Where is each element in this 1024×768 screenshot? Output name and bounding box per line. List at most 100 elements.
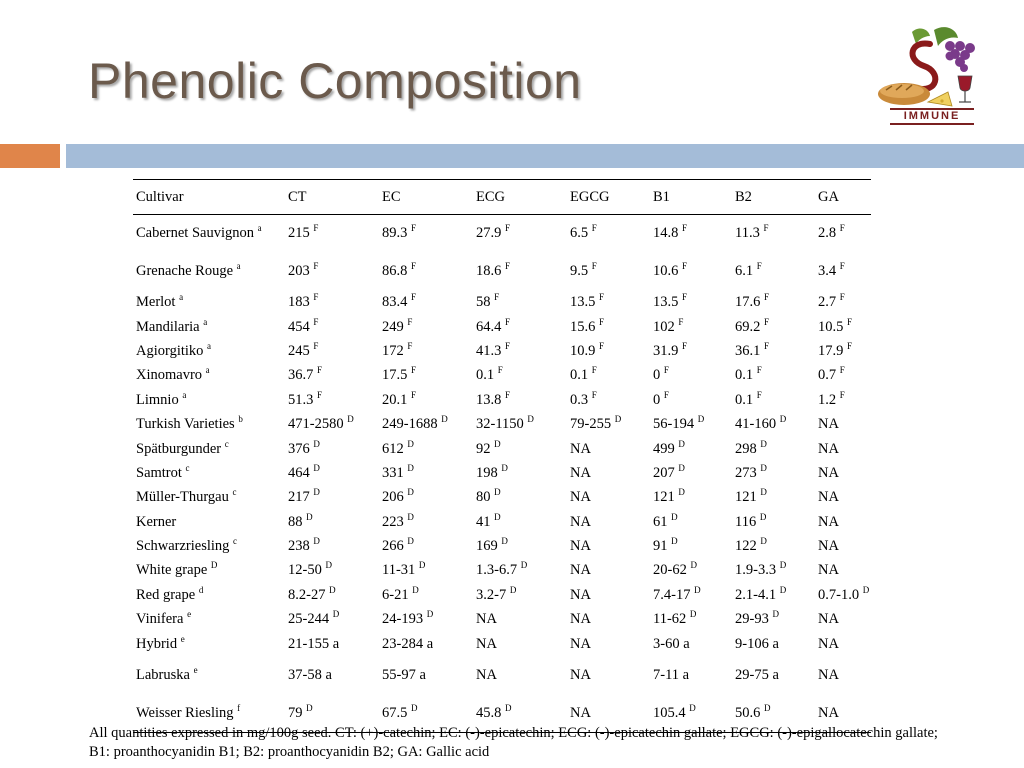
cell-value: Agiorgitiko bbox=[136, 342, 208, 359]
value-cell: NA bbox=[567, 656, 650, 694]
cell-value: NA bbox=[818, 562, 839, 579]
phenolic-composition-table: Cultivar CT EC ECG EGCG B1 B2 GA Cabernet Sauvi… bbox=[133, 179, 871, 733]
phenolic-table-container: Cultivar CT EC ECG EGCG B1 B2 GA Cabernet Sauvi… bbox=[133, 179, 871, 733]
table-row: Müller-Thurgau c 217 D 206 D 80 D NA 121 D 121… bbox=[133, 486, 871, 510]
value-cell: NA bbox=[815, 656, 871, 694]
value-cell: 10.5 F bbox=[815, 315, 871, 339]
table-row: Grenache Rouge a 203 F 86.8 F 18.6 F 9.5 F 10… bbox=[133, 253, 871, 291]
value-cell: 18.6 F bbox=[473, 253, 567, 291]
cell-value: 80 bbox=[476, 489, 495, 506]
cell-superscript: D bbox=[671, 511, 678, 522]
cell-superscript: D bbox=[520, 560, 528, 571]
value-cell: 83.4 F bbox=[379, 291, 473, 315]
cell-value: 102 bbox=[653, 318, 679, 335]
value-cell: NA bbox=[815, 559, 871, 583]
cell-value: 376 bbox=[288, 440, 314, 457]
table-row: Kerner 88 D 223 D 41 D NA 61 D 116 D NA bbox=[133, 510, 871, 534]
value-cell: 1.2 F bbox=[815, 388, 871, 412]
cultivar-cell: Spätburgunder c bbox=[133, 437, 285, 461]
cell-value: 29-75 a bbox=[735, 666, 779, 683]
cell-value: 0.1 bbox=[476, 367, 498, 384]
value-cell: 612 D bbox=[379, 437, 473, 461]
cell-value: 88 bbox=[288, 513, 307, 530]
value-cell: 0.1 F bbox=[732, 388, 815, 412]
cultivar-cell: Weisser Riesling f bbox=[133, 694, 285, 732]
value-cell: 31.9 F bbox=[650, 339, 732, 363]
cell-superscript: F bbox=[313, 341, 319, 352]
value-cell: NA bbox=[473, 656, 567, 694]
value-cell: 80 D bbox=[473, 486, 567, 510]
cell-superscript: D bbox=[779, 585, 787, 596]
cell-superscript: D bbox=[325, 560, 332, 571]
cell-value: 499 bbox=[653, 440, 679, 457]
value-cell: 29-93 D bbox=[732, 608, 815, 632]
cell-superscript: F bbox=[591, 365, 597, 376]
accent-bar-orange bbox=[0, 144, 60, 168]
cell-value: 51.3 bbox=[288, 391, 317, 408]
cell-superscript: D bbox=[614, 414, 622, 425]
cell-value: NA bbox=[570, 635, 591, 652]
cultivar-cell: Samtrot c bbox=[133, 461, 285, 485]
cell-value: Schwarzriesling bbox=[136, 538, 234, 555]
value-cell: 79-255 D bbox=[567, 412, 650, 436]
value-cell: 245 F bbox=[285, 339, 379, 363]
cell-value: 1.2 bbox=[818, 391, 840, 408]
cell-value: NA bbox=[818, 489, 839, 506]
cell-value: 0.7-1.0 bbox=[818, 586, 863, 603]
cell-value: 12-50 bbox=[288, 562, 326, 579]
cell-value: 24-193 bbox=[382, 611, 427, 628]
cell-superscript: D bbox=[694, 585, 701, 596]
value-cell: 20-62 D bbox=[650, 559, 732, 583]
column-header-ecg: ECG bbox=[476, 188, 505, 205]
cell-superscript: F bbox=[411, 261, 417, 272]
grape-wine-bread-logo-icon bbox=[878, 27, 975, 107]
cell-superscript: a bbox=[207, 341, 212, 352]
cell-value: 55-97 a bbox=[382, 666, 426, 683]
cell-value: 86.8 bbox=[382, 263, 411, 279]
cell-superscript: e bbox=[187, 609, 192, 620]
cell-superscript: F bbox=[407, 341, 413, 352]
cell-value: Müller-Thurgau bbox=[136, 489, 233, 506]
cell-superscript: D bbox=[678, 487, 685, 498]
cell-superscript: F bbox=[678, 316, 684, 327]
value-cell: 238 D bbox=[285, 534, 379, 558]
value-cell: 69.2 F bbox=[732, 315, 815, 339]
cell-value: 83.4 bbox=[382, 294, 411, 311]
cell-superscript: a bbox=[179, 292, 184, 303]
cell-superscript: c bbox=[233, 536, 238, 547]
cell-superscript: D bbox=[407, 511, 414, 522]
cell-value: 29-93 bbox=[735, 611, 773, 628]
cell-superscript: D bbox=[411, 702, 418, 713]
value-cell: 0.1 F bbox=[473, 364, 567, 388]
cell-superscript: F bbox=[317, 365, 323, 376]
cell-superscript: D bbox=[697, 414, 705, 425]
value-cell: 3.2-7 D bbox=[473, 583, 567, 607]
cell-value: 45.8 bbox=[476, 704, 505, 721]
column-header-b1: B1 bbox=[653, 188, 670, 205]
cell-value: NA bbox=[570, 666, 591, 683]
cell-value: 58 bbox=[476, 294, 495, 311]
value-cell: 11-62 D bbox=[650, 608, 732, 632]
cell-value: 20-62 bbox=[653, 562, 691, 579]
cell-superscript: F bbox=[682, 341, 688, 352]
cell-superscript: e bbox=[180, 633, 185, 644]
cell-superscript: D bbox=[772, 609, 779, 620]
cell-superscript: D bbox=[760, 487, 767, 498]
cell-superscript: D bbox=[426, 609, 434, 620]
table-row: White grape D 12-50 D 11-31 D 1.3-6.7 D NA 20… bbox=[133, 559, 871, 583]
value-cell: 2.7 F bbox=[815, 291, 871, 315]
cell-value: 454 bbox=[288, 318, 314, 335]
value-cell: 17.6 F bbox=[732, 291, 815, 315]
cell-superscript: F bbox=[764, 316, 770, 327]
cell-superscript: D bbox=[407, 536, 414, 547]
value-cell: NA bbox=[815, 486, 871, 510]
value-cell: 55-97 a bbox=[379, 656, 473, 694]
cell-superscript: D bbox=[505, 702, 512, 713]
cell-value: 169 bbox=[476, 538, 502, 555]
value-cell: 217 D bbox=[285, 486, 379, 510]
cell-value: Samtrot bbox=[136, 464, 186, 481]
cell-value: 69.2 bbox=[735, 318, 764, 335]
cell-superscript: F bbox=[764, 292, 770, 303]
table-row: Merlot a 183 F 83.4 F 58 F 13.5 F 13.5 F 17.6 … bbox=[133, 291, 871, 315]
